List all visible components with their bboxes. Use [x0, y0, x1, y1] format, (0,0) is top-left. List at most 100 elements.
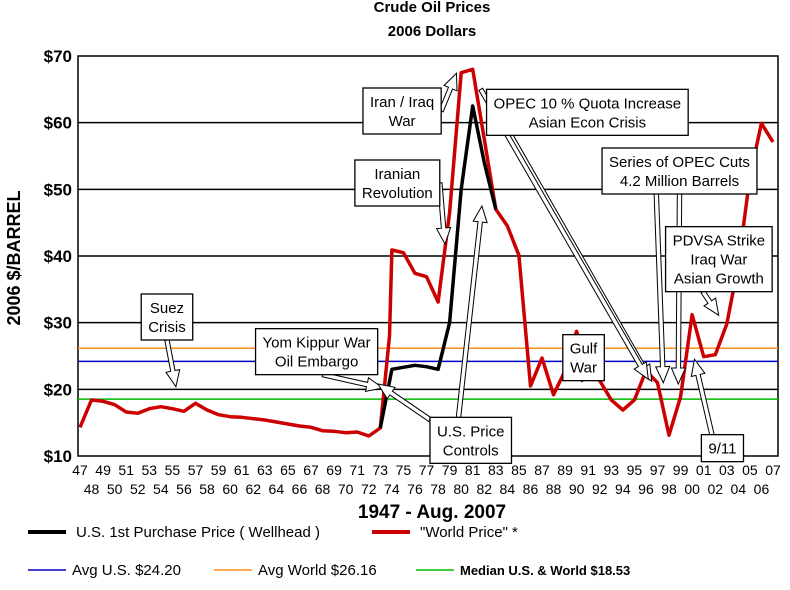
annotation-box: U.S. Price Controls: [429, 416, 513, 464]
x-tick-label: 56: [176, 481, 192, 497]
annotation-frame: [254, 328, 379, 376]
x-tick-label: 48: [84, 481, 100, 497]
annotation-text: Oil Embargo: [275, 354, 358, 371]
annotation-text: Revolution: [362, 185, 433, 202]
x-tick-label: 74: [384, 481, 400, 497]
x-tick-label: 61: [234, 462, 250, 478]
x-tick-label: 67: [303, 462, 319, 478]
x-tick-label: 93: [604, 462, 620, 478]
x-tick-label: 82: [476, 481, 492, 497]
annotation-text: Gulf: [570, 341, 598, 358]
annotation-frame: [354, 159, 441, 207]
x-tick-label: 47: [72, 462, 88, 478]
series-line: [378, 104, 498, 429]
x-tick-label: 49: [95, 462, 111, 478]
x-tick-label: 95: [627, 462, 643, 478]
legend-label: Avg U.S. $24.20: [72, 562, 181, 579]
annotation-text: PDVSA Strike: [673, 233, 766, 250]
x-tick-label: 53: [142, 462, 158, 478]
annotation-text: OPEC 10 % Quota Increase: [494, 95, 682, 112]
x-tick-label: 87: [534, 462, 550, 478]
annotation-frame: [601, 147, 758, 195]
x-tick-label: 90: [569, 481, 585, 497]
x-tick-label: 06: [754, 481, 770, 497]
x-tick-label: 07: [765, 462, 781, 478]
x-tick-label: 64: [269, 481, 285, 497]
x-tick-label: 88: [546, 481, 562, 497]
y-tick-label: $20: [44, 380, 72, 399]
annotation-box: PDVSA Strike Iraq War Asian Growth: [664, 226, 773, 293]
x-tick-label: 79: [442, 462, 458, 478]
x-tick-label: 77: [419, 462, 435, 478]
annotation-text: Asian Econ Crisis: [529, 114, 647, 131]
x-tick-label: 57: [188, 462, 204, 478]
x-tick-label: 59: [211, 462, 227, 478]
y-tick-label: $60: [44, 114, 72, 133]
x-tick-label: 91: [580, 462, 596, 478]
x-tick-label: 52: [130, 481, 146, 497]
y-axis-label: 2006 $/BARREL: [4, 190, 24, 325]
x-tick-label: 68: [315, 481, 331, 497]
annotation-text: War: [570, 360, 597, 377]
annotation-text: Iran / Iraq: [370, 94, 434, 111]
annotation-box: Series of OPEC Cuts 4.2 Million Barrels: [601, 147, 758, 195]
annotation-text: Suez: [150, 300, 184, 317]
annotation-text: Yom Kippur War: [263, 335, 371, 352]
annotation-text: Iranian: [374, 166, 420, 183]
x-tick-label: 70: [338, 481, 354, 497]
y-tick-label: $10: [44, 447, 72, 466]
x-tick-label: 86: [523, 481, 539, 497]
x-tick-label: 58: [199, 481, 215, 497]
legend-label: U.S. 1st Purchase Price ( Wellhead ): [76, 524, 320, 541]
x-tick-label: 63: [257, 462, 273, 478]
annotation-text: Crisis: [148, 319, 186, 336]
y-tick-label: $50: [44, 180, 72, 199]
annotation-frame: [562, 334, 605, 382]
annotation-arrow: [455, 204, 488, 419]
x-axis-label: 1947 - Aug. 2007: [358, 502, 506, 523]
x-tick-label: 69: [326, 462, 342, 478]
annotation-text: Series of OPEC Cuts: [609, 154, 750, 171]
annotation-frame: [140, 293, 194, 341]
x-tick-label: 97: [650, 462, 666, 478]
x-tick-label: 99: [673, 462, 689, 478]
x-tick-label: 00: [684, 481, 700, 497]
annotation-arrow: [690, 358, 715, 436]
annotation-frame: [664, 226, 773, 293]
series-line: [78, 67, 775, 438]
annotation-box: OPEC 10 % Quota Increase Asian Econ Crisi…: [485, 88, 689, 136]
annotation-box: Gulf War: [562, 334, 605, 382]
x-tick-label: 98: [661, 481, 677, 497]
legend-label: Median U.S. & World $18.53: [460, 563, 630, 578]
annotation-box: Suez Crisis: [140, 293, 194, 341]
annotation-text: Iraq War: [690, 252, 747, 269]
x-tick-label: 73: [373, 462, 389, 478]
x-tick-label: 71: [349, 462, 365, 478]
chart-title: Crude Oil Prices: [374, 0, 491, 16]
annotation-text: U.S. Price: [437, 423, 505, 440]
x-tick-label: 55: [165, 462, 181, 478]
annotation-frame: [362, 87, 442, 135]
x-tick-label: 83: [488, 462, 504, 478]
x-tick-label: 65: [280, 462, 296, 478]
x-tick-label: 66: [292, 481, 308, 497]
annotation-box: Iranian Revolution: [354, 159, 441, 207]
annotation-box: 9/11: [700, 434, 745, 463]
x-tick-label: 81: [465, 462, 481, 478]
x-tick-label: 62: [245, 481, 261, 497]
x-tick-label: 50: [107, 481, 123, 497]
chart-subtitle: 2006 Dollars: [388, 23, 476, 40]
x-tick-label: 85: [511, 462, 527, 478]
legend-label: Avg World $26.16: [258, 562, 377, 579]
x-tick-label: 78: [430, 481, 446, 497]
annotation-text: Asian Growth: [674, 271, 764, 288]
x-tick-label: 80: [453, 481, 469, 497]
x-tick-label: 05: [742, 462, 758, 478]
x-tick-label: 01: [696, 462, 712, 478]
annotation-arrow: [164, 339, 181, 388]
annotation-frame: [485, 88, 689, 136]
x-tick-label: 04: [731, 481, 747, 497]
x-tick-label: 89: [557, 462, 573, 478]
annotation-box: Iran / Iraq War: [362, 87, 442, 135]
